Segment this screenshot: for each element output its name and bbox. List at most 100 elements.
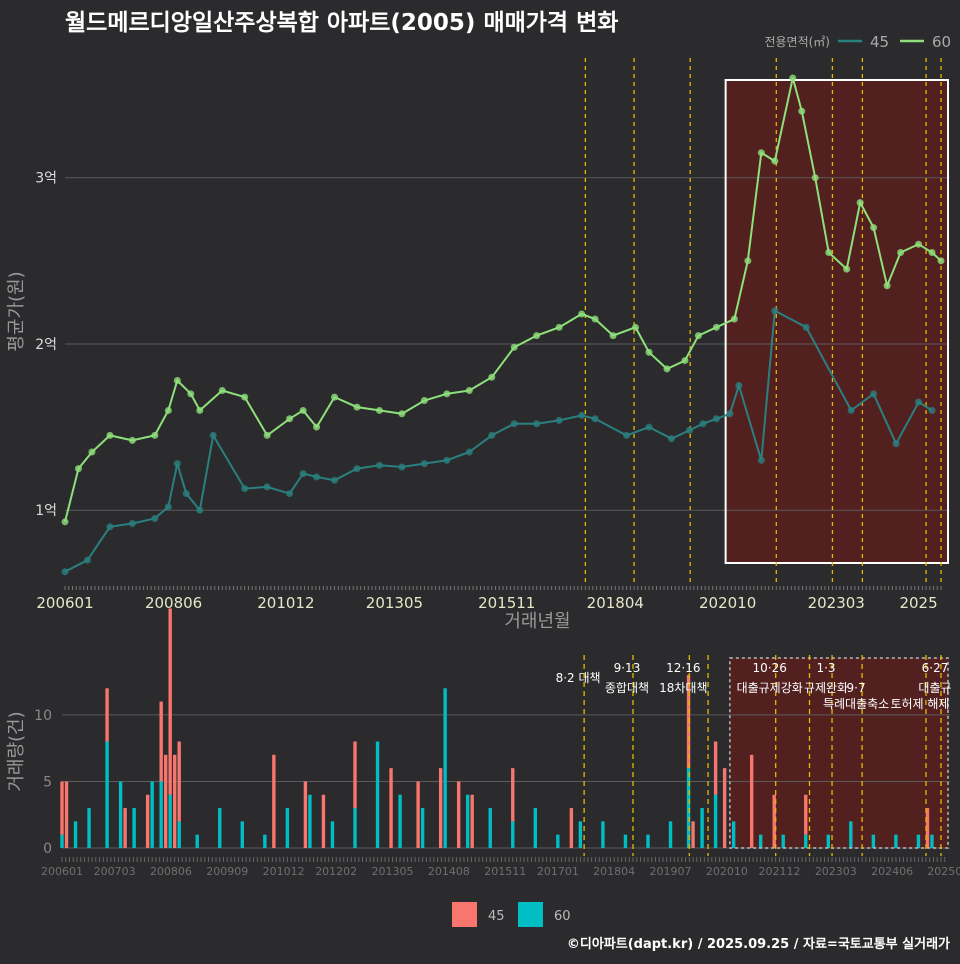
x-tick-label: 20250 bbox=[927, 865, 960, 878]
data-point-45 bbox=[299, 470, 307, 478]
data-point-60 bbox=[533, 332, 541, 340]
bar-60 bbox=[195, 834, 199, 848]
x-tick-label: 201804 bbox=[587, 594, 644, 612]
data-point-60 bbox=[420, 396, 428, 404]
bar-45 bbox=[353, 741, 357, 809]
x-tick-label: 200806 bbox=[150, 865, 192, 878]
bar-45 bbox=[123, 808, 127, 848]
x-tick-label: 201907 bbox=[650, 865, 692, 878]
bar-60 bbox=[177, 821, 181, 848]
bar-60 bbox=[601, 821, 605, 848]
x-tick-label: 200601 bbox=[36, 594, 93, 612]
data-point-45 bbox=[263, 483, 271, 491]
bar-60 bbox=[159, 781, 163, 848]
footer-credit: ©디아파트(dapt.kr) / 2025.09.25 / 자료=국토교통부 실… bbox=[567, 936, 950, 952]
highlight-region bbox=[729, 658, 948, 848]
bar-45 bbox=[772, 794, 776, 848]
policy-label: 대출규 bbox=[918, 681, 951, 695]
x-tick-label: 201701 bbox=[537, 865, 579, 878]
bar-60 bbox=[488, 808, 492, 848]
y-axis-label: 거래량(건) bbox=[6, 711, 27, 791]
data-point-60 bbox=[286, 415, 294, 423]
data-point-45 bbox=[286, 490, 294, 498]
data-point-45 bbox=[61, 568, 69, 576]
data-point-45 bbox=[488, 431, 496, 439]
legend-swatch-45 bbox=[452, 902, 477, 927]
bar-45 bbox=[303, 781, 308, 848]
data-point-60 bbox=[313, 423, 321, 431]
x-tick-label: 201305 bbox=[366, 594, 423, 612]
data-point-60 bbox=[299, 406, 307, 414]
bar-45 bbox=[713, 741, 718, 795]
bar-45 bbox=[804, 794, 808, 835]
y-tick-label: 2억 bbox=[35, 337, 57, 353]
legend-label-60: 60 bbox=[554, 909, 571, 924]
data-point-60 bbox=[897, 249, 905, 257]
bar-45 bbox=[163, 754, 168, 848]
data-point-60 bbox=[937, 257, 945, 265]
bar-60 bbox=[465, 794, 470, 848]
bar-45 bbox=[173, 754, 177, 848]
data-point-60 bbox=[578, 310, 586, 318]
data-point-60 bbox=[712, 323, 720, 331]
data-point-45 bbox=[757, 456, 765, 464]
data-point-60 bbox=[843, 265, 851, 273]
data-point-60 bbox=[730, 315, 738, 323]
data-point-60 bbox=[915, 240, 923, 248]
bar-60 bbox=[578, 821, 583, 848]
bar-60 bbox=[420, 808, 425, 848]
data-point-45 bbox=[735, 382, 743, 390]
policy-label: 토허제 해제 bbox=[890, 697, 949, 711]
bar-60 bbox=[285, 808, 290, 848]
x-tick-label: 201012 bbox=[257, 594, 314, 612]
y-tick-label: 0 bbox=[43, 841, 52, 857]
data-point-45 bbox=[151, 515, 159, 523]
policy-label: 10·26 bbox=[753, 661, 787, 675]
bar-60 bbox=[623, 834, 628, 848]
bar-60 bbox=[533, 808, 537, 848]
x-axis-label: 거래년월 bbox=[504, 611, 570, 632]
policy-label: 18차대책 bbox=[659, 680, 707, 695]
data-point-60 bbox=[928, 249, 936, 257]
policy-label: 12·16 bbox=[666, 661, 700, 675]
data-point-60 bbox=[811, 174, 819, 182]
bar-60 bbox=[646, 834, 650, 848]
bar-45 bbox=[416, 781, 420, 848]
legend-label-60: 60 bbox=[932, 33, 951, 51]
data-point-60 bbox=[74, 465, 82, 473]
bar-45 bbox=[722, 768, 727, 848]
x-tick-label: 200806 bbox=[145, 594, 202, 612]
chart-title: 월드메르디앙일산주상복합 아파트(2005) 매매가격 변화 bbox=[65, 10, 618, 36]
data-point-60 bbox=[609, 332, 617, 340]
data-point-60 bbox=[825, 249, 833, 257]
bar-45 bbox=[159, 701, 163, 782]
data-point-45 bbox=[443, 456, 451, 464]
x-tick-label: 201305 bbox=[372, 865, 414, 878]
data-point-60 bbox=[465, 386, 473, 394]
bar-45 bbox=[321, 794, 326, 848]
bar-60 bbox=[930, 834, 934, 848]
data-point-60 bbox=[61, 518, 69, 526]
data-point-45 bbox=[182, 490, 190, 498]
data-point-60 bbox=[187, 390, 195, 398]
x-tick-label: 201012 bbox=[263, 865, 305, 878]
bar-60 bbox=[105, 741, 109, 848]
legend-label-45: 45 bbox=[488, 909, 505, 924]
bar-45 bbox=[389, 768, 393, 848]
data-point-60 bbox=[632, 323, 640, 331]
bar-45 bbox=[105, 688, 109, 742]
data-point-45 bbox=[645, 423, 653, 431]
bar-45 bbox=[749, 754, 754, 848]
data-point-45 bbox=[420, 460, 428, 468]
data-point-45 bbox=[591, 415, 599, 423]
bar-60 bbox=[758, 834, 763, 848]
bar-45 bbox=[272, 754, 276, 848]
data-point-60 bbox=[151, 431, 159, 439]
bar-60 bbox=[168, 794, 172, 848]
bar-60 bbox=[263, 834, 267, 848]
legend-top: 전용면적(㎡) 45 60 bbox=[764, 33, 951, 51]
data-point-60 bbox=[398, 410, 406, 418]
bar-60 bbox=[132, 808, 136, 848]
